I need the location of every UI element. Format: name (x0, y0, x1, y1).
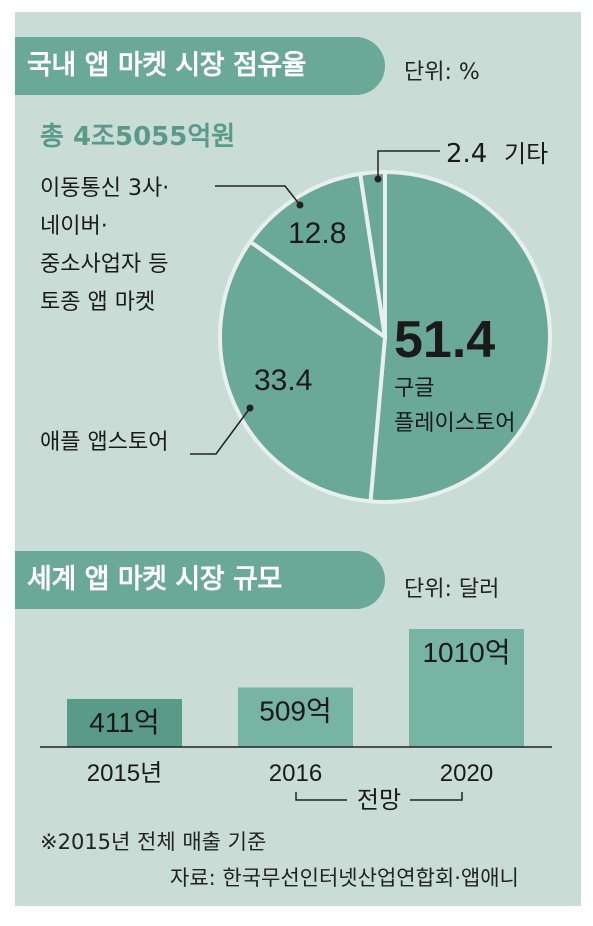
pie-value-label-google: 51.4 (394, 311, 495, 369)
x-tick-label-2: 2020 (440, 760, 493, 787)
x-tick-label-0: 2015년 (87, 760, 162, 787)
global-unit: 단위: 달러 (404, 577, 500, 602)
pie-slice-2 (248, 171, 387, 339)
pie-value-label-domestic: 12.8 (288, 217, 346, 250)
domestic-total: 총 4조5055억원 (40, 122, 236, 152)
domestic-unit: 단위: % (404, 60, 480, 85)
bar-0 (67, 698, 182, 747)
source: 자료: 한국무선인터넷산업연합회·앱애니 (170, 866, 519, 890)
global-title: 세계 앱 마켓 시장 규모 (27, 564, 282, 595)
x-tick-label-1: 2016 (269, 760, 322, 787)
pie-value-label-apple: 33.4 (254, 364, 312, 397)
pie-value-label-other: 2.4 (446, 139, 487, 169)
pie-slice-0 (368, 170, 552, 504)
bar-value-label-0: 411억 (89, 707, 159, 738)
leader-line-apple (190, 407, 251, 455)
leader-dot-apple (246, 404, 254, 412)
pie-slice-1 (218, 239, 387, 504)
forecast-label: 전망 (357, 786, 401, 814)
forecast-bracket-left (295, 792, 347, 801)
pie-name-label-domestic-4: 토종 앱 마켓 (40, 290, 155, 315)
pie-slice-3 (358, 170, 387, 339)
pie-name-label-domestic-3: 중소사업자 등 (40, 252, 168, 277)
pie-name-label-domestic-2: 네이버· (40, 214, 108, 239)
leader-line-domestic (215, 185, 301, 206)
leader-dot-other (374, 175, 382, 183)
bar-value-label-2: 1010억 (422, 637, 510, 668)
pie-name-label-google-2: 플레이스토어 (394, 411, 515, 436)
pie-name-label-google-1: 구글 (394, 376, 434, 401)
forecast-bracket-right (410, 792, 463, 801)
pie-name-label-other: 기타 (504, 140, 548, 168)
pie-name-label-domestic-1: 이동통신 3사· (40, 176, 169, 201)
domestic-title-banner: 국내 앱 마켓 시장 점유율 (15, 37, 385, 95)
leader-line-other (377, 150, 440, 179)
bar-value-label-1: 509억 (259, 696, 331, 727)
bar-1 (238, 687, 353, 747)
domestic-title: 국내 앱 마켓 시장 점유율 (27, 50, 307, 81)
leader-dot-domestic (296, 201, 304, 209)
global-title-banner: 세계 앱 마켓 시장 규모 (15, 551, 385, 609)
footnote: ※2015년 전체 매출 기준 (40, 830, 267, 854)
bar-2 (409, 629, 524, 747)
pie-name-label-apple: 애플 앱스토어 (40, 430, 168, 455)
